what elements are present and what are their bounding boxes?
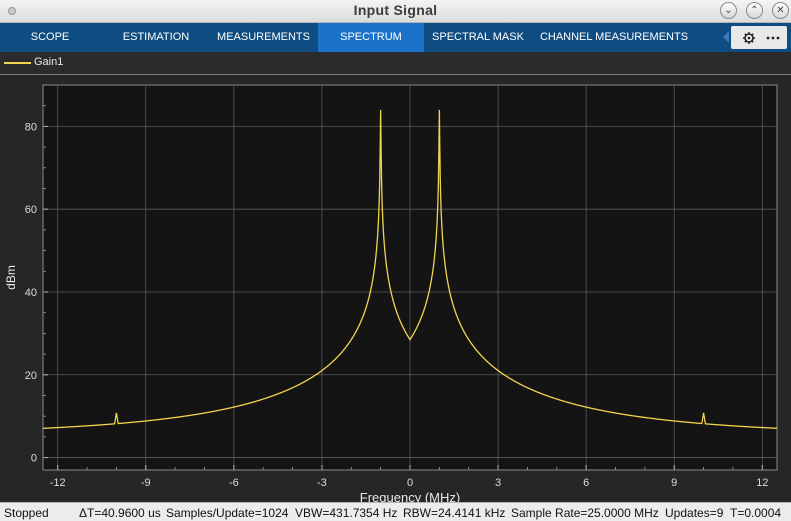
status-sample-rate: Sample Rate=25.0000 MHz xyxy=(511,506,659,520)
y-tick-label: 80 xyxy=(25,121,37,133)
spectrum-chart[interactable]: -12 -9 -6 -3 0 3 6 9 12 0 20 40 60 80 Frequency (MHz)… xyxy=(0,75,791,505)
toolstrip: SCOPE ESTIMATION MEASUREMENTS SPECTRUM S… xyxy=(0,23,791,52)
tab-measurements[interactable]: MEASUREMENTS xyxy=(217,31,310,43)
x-tick-label: -12 xyxy=(50,477,66,489)
y-tick-label: 60 xyxy=(25,204,37,216)
maximize-icon[interactable]: ⌃ xyxy=(746,2,763,19)
y-tick-label: 0 xyxy=(31,453,37,465)
more-options-icon[interactable] xyxy=(766,36,780,40)
tab-spectrum[interactable]: SPECTRUM xyxy=(318,23,424,52)
y-tick-label: 40 xyxy=(25,287,37,299)
tab-channel-measurements[interactable]: CHANNEL MEASUREMENTS xyxy=(539,31,689,43)
x-axis-label: Frequency (MHz) xyxy=(360,490,460,502)
tab-scope[interactable]: SCOPE xyxy=(30,31,70,43)
x-tick-label: 3 xyxy=(495,477,501,489)
status-time: T=0.0004 xyxy=(730,506,782,520)
status-bar: Stopped ΔT=40.9600 us Samples/Update=102… xyxy=(0,502,791,521)
status-vbw: VBW=431.7354 Hz xyxy=(295,506,398,520)
tab-estimation[interactable]: ESTIMATION xyxy=(122,31,190,43)
status-rbw: RBW=24.4141 kHz xyxy=(403,506,506,520)
toolstrip-icon-group xyxy=(731,26,787,49)
window-menu-icon[interactable] xyxy=(8,7,16,15)
x-tick-label: 12 xyxy=(756,477,768,489)
status-state: Stopped xyxy=(4,506,49,520)
x-tick-label: -9 xyxy=(141,477,151,489)
tab-spectral-mask[interactable]: SPECTRAL MASK xyxy=(432,31,524,43)
y-tick-label: 20 xyxy=(25,370,37,382)
x-tick-label: 9 xyxy=(671,477,677,489)
legend-line-swatch xyxy=(4,62,31,64)
axis-ticks: -12 -9 -6 -3 0 3 6 9 12 0 20 40 60 80 xyxy=(25,84,768,489)
x-tick-label: -3 xyxy=(317,477,327,489)
x-tick-label: -6 xyxy=(229,477,239,489)
window-title: Input Signal xyxy=(353,2,438,18)
grid-lines xyxy=(43,85,777,470)
window-titlebar: Input Signal ⌄ ⌃ ✕ xyxy=(0,0,791,23)
legend-entry-gain1[interactable]: Gain1 xyxy=(34,56,64,68)
x-tick-label: 6 xyxy=(583,477,589,489)
collapse-arrow-icon[interactable] xyxy=(723,31,729,43)
status-delta-t: ΔT=40.9600 us xyxy=(79,506,161,520)
trace-gain1 xyxy=(43,109,777,429)
status-samples: Samples/Update=1024 xyxy=(166,506,289,520)
spectrum-plot-area: -12 -9 -6 -3 0 3 6 9 12 0 20 40 60 80 Frequency (MHz)… xyxy=(0,75,791,505)
settings-gear-icon[interactable] xyxy=(743,32,755,44)
close-icon[interactable]: ✕ xyxy=(772,2,789,19)
status-updates: Updates=9 xyxy=(665,506,724,520)
legend: Gain1 xyxy=(0,52,791,75)
y-axis-label: dBm xyxy=(4,265,18,290)
minimize-icon[interactable]: ⌄ xyxy=(720,2,737,19)
x-tick-label: 0 xyxy=(407,477,413,489)
